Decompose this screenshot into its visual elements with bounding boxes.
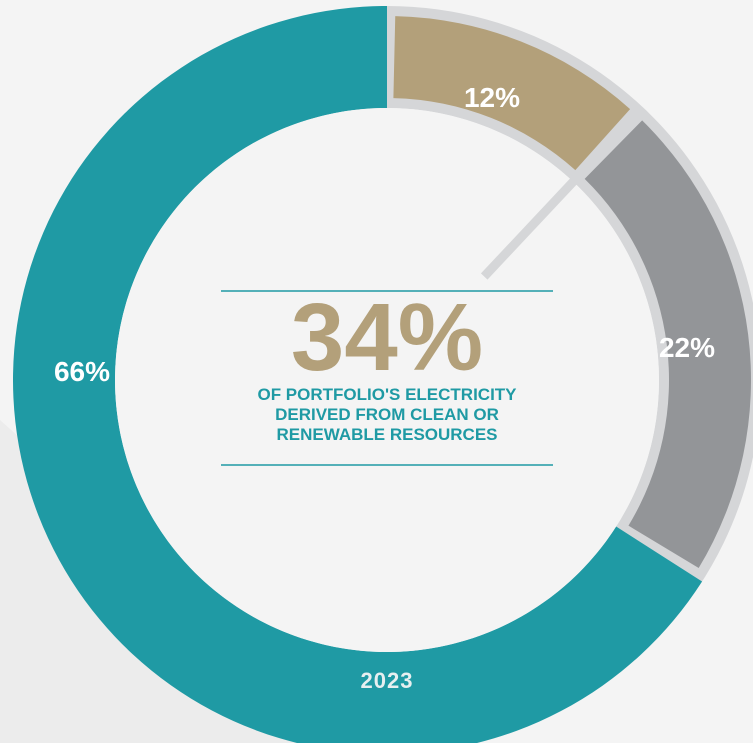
label-layer: 12% 22% 66% 2023 <box>54 82 715 693</box>
center-layer: 34% OF PORTFOLIO'S ELECTRICITY DERIVED F… <box>115 108 659 652</box>
caption-line-3: RENEWABLE RESOURCES <box>276 425 497 444</box>
caption-line-2: DERIVED FROM CLEAN OR <box>275 405 499 424</box>
slice-22-percent <box>584 120 751 569</box>
slice-66-percent <box>13 6 703 743</box>
slice-label-12: 12% <box>464 82 520 113</box>
headline-percent: 34% <box>291 284 483 391</box>
pointer-line <box>480 174 581 280</box>
caption-line-1: OF PORTFOLIO'S ELECTRICITY <box>257 385 517 404</box>
slice-layer <box>13 6 751 743</box>
slice-12-percent <box>393 16 631 171</box>
slice-label-22: 22% <box>659 332 715 363</box>
center-disc <box>115 108 659 652</box>
year-label: 2023 <box>361 668 414 693</box>
slice-label-66: 66% <box>54 356 110 387</box>
